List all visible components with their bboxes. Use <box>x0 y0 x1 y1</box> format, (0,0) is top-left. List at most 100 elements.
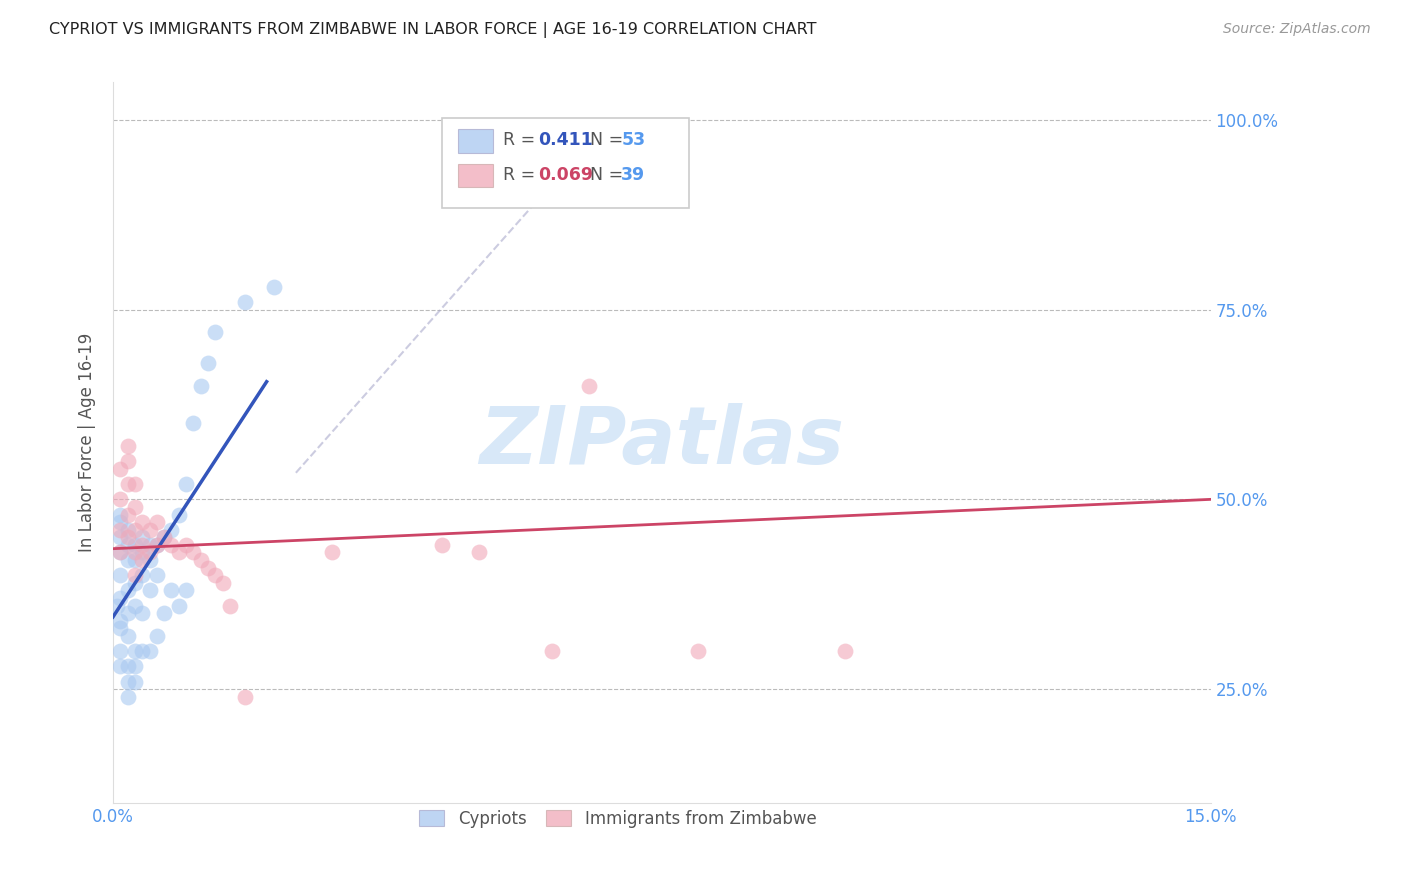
Point <box>117 454 139 468</box>
Point <box>138 553 160 567</box>
Point <box>541 644 564 658</box>
Point <box>110 530 132 544</box>
Legend: Cypriots, Immigrants from Zimbabwe: Cypriots, Immigrants from Zimbabwe <box>412 803 823 834</box>
Y-axis label: In Labor Force | Age 16-19: In Labor Force | Age 16-19 <box>79 333 96 552</box>
Point <box>190 553 212 567</box>
Point <box>124 545 146 559</box>
Point <box>131 515 153 529</box>
Point <box>110 508 132 522</box>
Point <box>167 599 190 613</box>
Point <box>578 378 600 392</box>
Point <box>153 530 176 544</box>
Point <box>146 629 169 643</box>
Point <box>117 538 139 552</box>
Point <box>110 462 132 476</box>
Point <box>197 560 219 574</box>
Text: ZIPatlas: ZIPatlas <box>479 403 844 482</box>
Point <box>131 530 153 544</box>
Text: N =: N = <box>591 131 624 149</box>
Point <box>146 538 169 552</box>
Text: N =: N = <box>591 166 624 184</box>
Point <box>124 477 146 491</box>
Point <box>131 545 153 559</box>
Point <box>160 583 183 598</box>
Point <box>110 591 132 605</box>
Point <box>117 439 139 453</box>
Point <box>197 356 219 370</box>
Point <box>124 500 146 514</box>
Point <box>160 538 183 552</box>
FancyBboxPatch shape <box>457 164 492 187</box>
Text: Source: ZipAtlas.com: Source: ZipAtlas.com <box>1223 22 1371 37</box>
Point <box>183 545 205 559</box>
Point <box>138 644 160 658</box>
Point <box>124 575 146 590</box>
Point <box>432 538 454 552</box>
Point <box>124 599 146 613</box>
Point <box>124 659 146 673</box>
Text: CYPRIOT VS IMMIGRANTS FROM ZIMBABWE IN LABOR FORCE | AGE 16-19 CORRELATION CHART: CYPRIOT VS IMMIGRANTS FROM ZIMBABWE IN L… <box>49 22 817 38</box>
Point <box>233 690 256 704</box>
Point <box>146 538 169 552</box>
Point <box>138 538 160 552</box>
Point <box>110 515 132 529</box>
Point <box>117 659 139 673</box>
Point <box>117 553 139 567</box>
Text: 0.411: 0.411 <box>537 131 593 149</box>
Point <box>117 629 139 643</box>
Point <box>117 508 139 522</box>
Text: R =: R = <box>502 131 540 149</box>
Point <box>117 523 139 537</box>
Point <box>190 378 212 392</box>
Point <box>117 690 139 704</box>
Point <box>131 568 153 582</box>
Point <box>138 545 160 559</box>
Point <box>105 599 128 613</box>
Point <box>110 614 132 628</box>
Point <box>117 477 139 491</box>
Point <box>153 606 176 620</box>
Point <box>110 621 132 635</box>
Point <box>204 326 226 340</box>
Text: 39: 39 <box>621 166 645 184</box>
Point <box>110 644 132 658</box>
Point <box>160 523 183 537</box>
Point <box>124 568 146 582</box>
Point <box>204 568 226 582</box>
Point <box>117 583 139 598</box>
Point <box>110 523 132 537</box>
Point <box>131 606 153 620</box>
Point <box>167 545 190 559</box>
Point <box>124 553 146 567</box>
Point <box>263 280 285 294</box>
Point <box>146 515 169 529</box>
Point <box>110 492 132 507</box>
Point <box>688 644 710 658</box>
Point <box>110 545 132 559</box>
Point <box>174 583 197 598</box>
Point <box>233 295 256 310</box>
Point <box>219 599 242 613</box>
Point <box>174 477 197 491</box>
Point <box>117 606 139 620</box>
Point <box>183 417 205 431</box>
Point <box>468 545 491 559</box>
Point <box>146 568 169 582</box>
Point <box>110 545 132 559</box>
Point <box>211 575 233 590</box>
Point <box>138 523 160 537</box>
Point <box>110 568 132 582</box>
Point <box>321 545 343 559</box>
Point <box>124 674 146 689</box>
Point <box>117 530 139 544</box>
Point <box>124 644 146 658</box>
Point <box>131 538 153 552</box>
Point <box>124 523 146 537</box>
Point <box>131 644 153 658</box>
Text: R =: R = <box>502 166 540 184</box>
Point <box>174 538 197 552</box>
Text: 0.069: 0.069 <box>537 166 593 184</box>
FancyBboxPatch shape <box>457 129 492 153</box>
Point <box>131 553 153 567</box>
Point <box>167 508 190 522</box>
